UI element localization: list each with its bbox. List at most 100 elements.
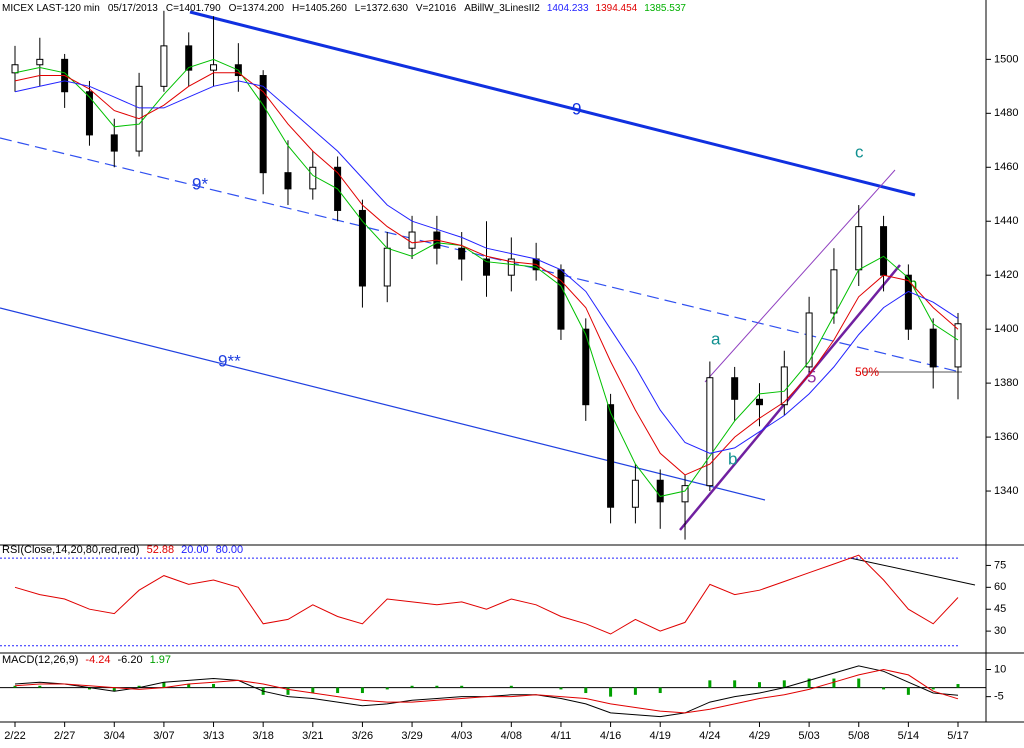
- candle-body: [880, 226, 888, 276]
- histogram-bar: [782, 680, 786, 688]
- histogram-bar: [832, 678, 836, 688]
- trend-line: [189, 10, 916, 197]
- header-item: O=1374.200: [229, 3, 285, 14]
- legend-item: 1385.537: [644, 3, 686, 14]
- y-tick-label: 1400: [994, 323, 1018, 335]
- line: [14, 665, 959, 718]
- x-tick-label: 3/26: [352, 730, 373, 742]
- histogram-bar: [757, 682, 761, 688]
- line: [14, 554, 959, 635]
- candle-body: [259, 75, 267, 174]
- x-tick-label: 3/13: [203, 730, 224, 742]
- histogram-bar: [112, 687, 116, 692]
- x-tick-label: 5/14: [898, 730, 919, 742]
- candle-body: [631, 479, 639, 508]
- histogram-bar: [633, 687, 637, 695]
- histogram-bar: [906, 687, 910, 695]
- histogram-bar: [336, 687, 340, 694]
- x-tick-label: 4/08: [501, 730, 522, 742]
- histogram-bar: [360, 687, 364, 694]
- histogram-bar: [286, 687, 290, 695]
- histogram-bar: [13, 685, 17, 688]
- annotation: 5: [807, 367, 816, 386]
- candle-body: [681, 485, 689, 503]
- candle-body: [656, 479, 664, 503]
- annotation: b: [728, 449, 737, 468]
- histogram-bar: [857, 678, 861, 688]
- candle-body: [855, 226, 863, 271]
- x-tick-label: 2/22: [4, 730, 25, 742]
- y-tick-label: 1380: [994, 377, 1018, 389]
- histogram-bar: [410, 685, 414, 688]
- trend-line: [849, 557, 976, 586]
- histogram-bar: [187, 683, 191, 688]
- candle-body: [954, 323, 962, 368]
- histogram-bar: [137, 685, 141, 688]
- x-tick-label: 4/16: [600, 730, 621, 742]
- x-tick-label: 5/03: [798, 730, 819, 742]
- candle-body: [383, 247, 391, 287]
- x-tick-label: 4/29: [749, 730, 770, 742]
- x-tick-label: 4/03: [451, 730, 472, 742]
- legend-item: -4.24: [85, 654, 110, 666]
- x-tick-label: 5/17: [947, 730, 968, 742]
- histogram-bar: [435, 685, 439, 688]
- header-item: V=21016: [416, 3, 457, 14]
- legend-item: 1394.454: [596, 3, 638, 14]
- histogram-bar: [708, 680, 712, 688]
- candle-body: [309, 166, 317, 190]
- header-item: H=1405.260: [292, 3, 347, 14]
- histogram-bar: [658, 687, 662, 694]
- candle-body: [210, 64, 218, 71]
- annotation: 9: [572, 99, 581, 118]
- line: [14, 80, 959, 454]
- y-tick-label: 1420: [994, 269, 1018, 281]
- candle-body: [11, 64, 19, 74]
- candle-body: [408, 231, 416, 249]
- candle-body: [830, 269, 838, 314]
- trend-line: [0, 307, 766, 501]
- candle-body: [805, 312, 813, 368]
- y-tick-label: 60: [994, 581, 1006, 593]
- candle-body: [507, 258, 515, 276]
- trend-line: [299, 151, 586, 263]
- histogram-bar: [311, 687, 315, 694]
- histogram-bar: [931, 687, 935, 690]
- x-tick-label: 3/21: [302, 730, 323, 742]
- header-item: MICEX LAST-120 min: [2, 3, 100, 14]
- candle-body: [731, 377, 739, 400]
- candle-body: [755, 398, 763, 406]
- y-tick-label: 1340: [994, 485, 1018, 497]
- trend-line: [679, 264, 901, 531]
- histogram-bar: [956, 684, 960, 688]
- candle-body: [607, 404, 615, 508]
- legend-item: -6.20: [118, 654, 143, 666]
- y-tick-label: 10: [994, 663, 1006, 675]
- y-tick-label: 1360: [994, 431, 1018, 443]
- legend-item: 80.00: [216, 544, 244, 556]
- histogram-bar: [385, 687, 389, 690]
- candle-body: [85, 91, 93, 136]
- histogram-bar: [460, 685, 464, 688]
- trend-line: [704, 169, 896, 383]
- candle-body: [780, 366, 788, 406]
- header-item: 05/17/2013: [108, 3, 158, 14]
- header-item: C=1401.790: [166, 3, 221, 14]
- x-tick-label: 2/27: [54, 730, 75, 742]
- x-tick-label: 4/19: [650, 730, 671, 742]
- y-tick-label: 1480: [994, 107, 1018, 119]
- legend-item: RSI(Close,14,20,80,red,red): [2, 544, 140, 556]
- histogram-bar: [882, 687, 886, 690]
- drawings: [0, 10, 976, 586]
- annotation: h: [908, 274, 917, 293]
- line: [14, 668, 959, 714]
- legend-item: 1.97: [150, 654, 171, 666]
- histogram-bar: [609, 687, 613, 697]
- histogram-bar: [807, 678, 811, 688]
- candle-body: [110, 134, 118, 152]
- histogram-bar: [509, 685, 513, 688]
- histogram-bar: [87, 687, 91, 690]
- trend-line: [0, 137, 961, 373]
- legend-item: 1404.233: [547, 3, 589, 14]
